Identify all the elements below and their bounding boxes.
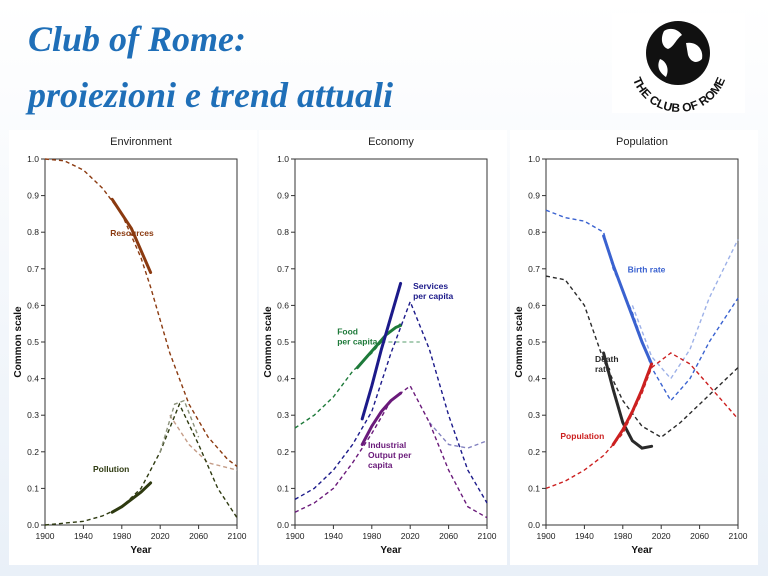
- y-tick-label: 0.4: [528, 374, 540, 384]
- environment-panel: Environment 0.0 0.1 0.2 0.3 0.4 0.5 0.6 0.7 0.8 0.…: [9, 130, 257, 565]
- environment-chart: Environment 0.0 0.1 0.2 0.3 0.4 0.5 0.6 0.7 0.8 0.…: [13, 136, 247, 556]
- x-tick-label: 2060: [439, 531, 458, 541]
- y-tick-label: 0.6: [528, 300, 540, 310]
- birth-rate-observed-line: [602, 234, 654, 366]
- resources-observed-line: [110, 197, 153, 274]
- chart-title: Environment: [110, 136, 172, 148]
- chart-title: Economy: [368, 136, 414, 148]
- y-tick-label: 0.3: [27, 410, 39, 420]
- y-tick-label: 0.7: [27, 264, 39, 274]
- resources-label: Resources: [110, 228, 154, 238]
- services-per-capita-projection-line: [294, 299, 488, 504]
- population-chart: Population 0.0 0.1 0.2 0.3 0.4 0.5 0.6 0.7 0.8 0.9…: [514, 136, 748, 556]
- x-axis-label: Year: [130, 545, 151, 556]
- y-tick-label: 0.5: [528, 337, 540, 347]
- y-tick-label: 0.2: [528, 447, 540, 457]
- food-per-capita-label: Food per capita: [337, 327, 377, 347]
- x-tick-label: 1980: [362, 531, 381, 541]
- resources-alt-projection-line: [169, 414, 238, 471]
- food-per-capita-observed-line: [355, 324, 403, 370]
- birth-rate-alt-projection-line: [631, 239, 739, 380]
- x-tick-label: 1900: [537, 531, 556, 541]
- y-tick-label: 0.3: [528, 410, 540, 420]
- y-tick-label: 0.0: [277, 520, 289, 530]
- resources-projection-line: [44, 158, 238, 467]
- y-tick-label: 0.9: [277, 191, 289, 201]
- y-tick-label: 0.9: [27, 191, 39, 201]
- industrial-output-per-capita-observed-line: [360, 391, 403, 446]
- x-tick-label: 2060: [690, 531, 709, 541]
- y-tick-label: 0.7: [277, 264, 289, 274]
- population-observed-line: [611, 362, 654, 446]
- birth-rate-label: Birth rate: [628, 264, 666, 274]
- y-tick-label: 1.0: [528, 154, 540, 164]
- y-axis-label: Common scale: [514, 306, 525, 378]
- services-per-capita-light-projection-line: [428, 422, 488, 449]
- y-axis-label: Common scale: [13, 306, 24, 378]
- y-tick-label: 0.8: [27, 227, 39, 237]
- economy-panel: Economy 0.0 0.1 0.2 0.3 0.4 0.5 0.6 0.7 0.8 0.9 1.0…: [259, 130, 507, 565]
- x-axis-label: Year: [631, 545, 652, 556]
- chart-title: Population: [616, 136, 668, 148]
- club-of-rome-logo: THE CLUB OF ROME: [612, 13, 745, 115]
- plot-frame: [44, 158, 238, 526]
- x-tick-label: 2100: [729, 531, 748, 541]
- x-tick-label: 2100: [228, 531, 247, 541]
- y-tick-label: 0.5: [277, 337, 289, 347]
- pollution-projection-line: [44, 402, 238, 526]
- club-of-rome-logo-svg: THE CLUB OF ROME: [630, 21, 728, 115]
- x-tick-label: 2020: [652, 531, 671, 541]
- y-tick-label: 0.1: [528, 483, 540, 493]
- y-tick-label: 0.0: [528, 520, 540, 530]
- economy-chart: Economy 0.0 0.1 0.2 0.3 0.4 0.5 0.6 0.7 0.8 0.9 1.0…: [263, 136, 497, 556]
- x-tick-label: 2020: [401, 531, 420, 541]
- death-rate-label: Death rate: [595, 354, 619, 374]
- x-tick-label: 1900: [36, 531, 55, 541]
- y-tick-label: 0.8: [277, 227, 289, 237]
- y-tick-label: 0.8: [528, 227, 540, 237]
- x-tick-label: 1980: [613, 531, 632, 541]
- y-tick-label: 0.0: [27, 520, 39, 530]
- y-tick-label: 0.6: [27, 300, 39, 310]
- pollution-light-projection-line: [159, 399, 200, 453]
- y-tick-label: 0.2: [27, 447, 39, 457]
- x-tick-label: 2020: [151, 531, 170, 541]
- x-tick-label: 1940: [74, 531, 93, 541]
- population-label: Population: [560, 431, 604, 441]
- y-tick-label: 0.5: [27, 337, 39, 347]
- y-tick-label: 0.1: [277, 483, 289, 493]
- x-tick-label: 1940: [575, 531, 594, 541]
- food-per-capita-projection-line: [294, 323, 402, 429]
- x-tick-label: 1900: [286, 531, 305, 541]
- birth-rate-projection-line: [545, 209, 739, 402]
- y-tick-label: 0.4: [277, 374, 289, 384]
- y-axis-label: Common scale: [263, 306, 274, 378]
- y-tick-label: 0.7: [528, 264, 540, 274]
- y-tick-label: 0.4: [27, 374, 39, 384]
- death-rate-observed-line: [602, 351, 654, 450]
- y-tick-label: 0.9: [528, 191, 540, 201]
- x-tick-label: 1980: [112, 531, 131, 541]
- x-tick-label: 2060: [189, 531, 208, 541]
- y-tick-label: 0.6: [277, 300, 289, 310]
- population-projection-line: [545, 352, 739, 490]
- y-tick-label: 0.1: [27, 483, 39, 493]
- services-per-capita-observed-line: [360, 281, 403, 421]
- pollution-observed-line: [110, 481, 153, 514]
- x-tick-label: 1940: [324, 531, 343, 541]
- slide-title-line-1: Club of Rome:: [28, 19, 247, 59]
- slide-title-line-2: proiezioni e trend attuali: [28, 75, 394, 115]
- death-rate-projection-line: [545, 275, 739, 439]
- y-tick-label: 1.0: [27, 154, 39, 164]
- y-tick-label: 0.3: [277, 410, 289, 420]
- pollution-label: Pollution: [93, 464, 129, 474]
- services-per-capita-label: Services per capita: [413, 281, 453, 301]
- x-axis-label: Year: [380, 545, 401, 556]
- population-panel: Population 0.0 0.1 0.2 0.3 0.4 0.5 0.6 0.7 0.8 0.9…: [510, 130, 758, 565]
- x-tick-label: 2100: [478, 531, 497, 541]
- industrial-output-per-capita-label: Industrial Output per capita: [368, 440, 412, 470]
- y-tick-label: 1.0: [277, 154, 289, 164]
- y-tick-label: 0.2: [277, 447, 289, 457]
